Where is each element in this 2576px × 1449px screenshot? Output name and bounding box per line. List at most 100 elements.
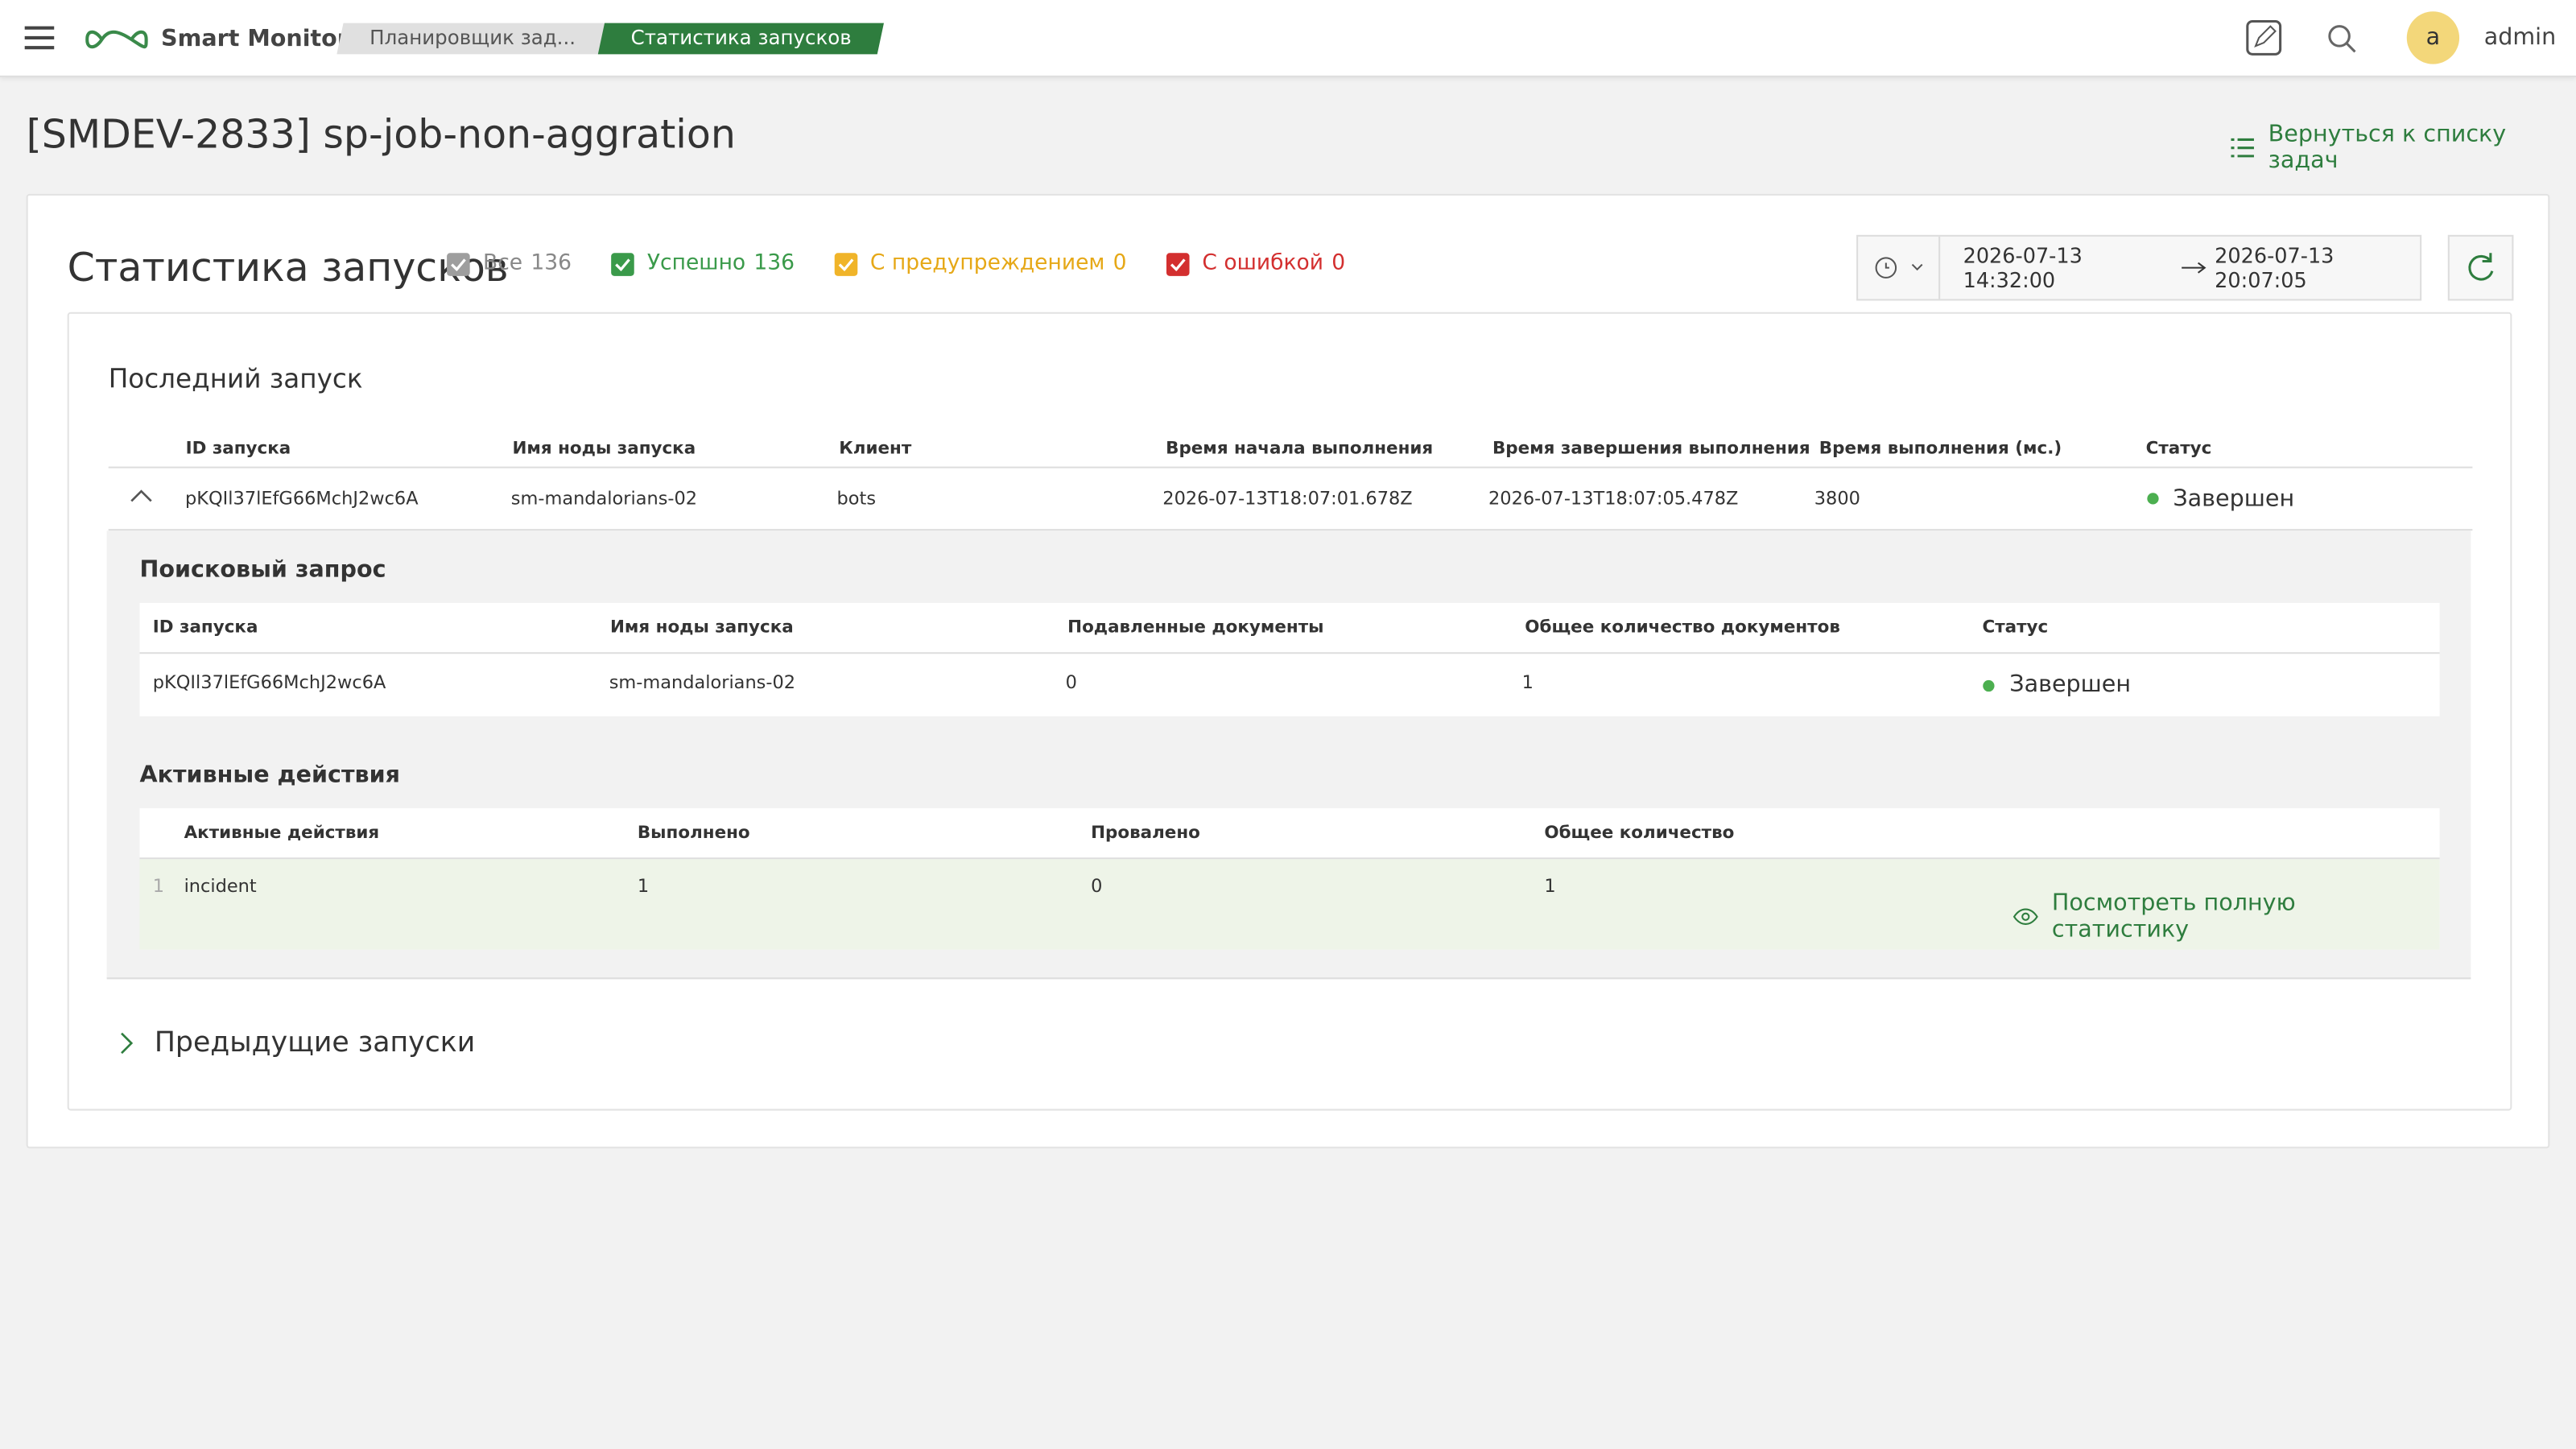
filter-label: Все xyxy=(482,251,523,276)
cell: sm-mandalorians-02 xyxy=(609,671,796,693)
eye-icon xyxy=(2013,908,2038,925)
table-header: Активные действия Выполнено Провалено Общее… xyxy=(139,808,2440,860)
table-header: ID запуска Имя ноды запуска Подавленные до… xyxy=(139,603,2440,654)
refresh-icon xyxy=(2468,253,2494,281)
stats-card: Статистика запусков Все 136 Успешно 136 С пр… xyxy=(26,193,2550,1149)
column-header: Статус xyxy=(2145,437,2212,458)
column-header: Имя ноды запуска xyxy=(609,617,794,638)
stats-title: Статистика запусков xyxy=(67,245,509,291)
back-link[interactable]: Вернуться к списку задач xyxy=(2231,122,2576,174)
column-header: Статус xyxy=(1982,617,2049,638)
arrow xyxy=(2181,262,2207,274)
checkbox xyxy=(610,252,634,275)
page-title: [SMDEV-2833] sp-job-non-aggration xyxy=(26,111,736,158)
filters: Все 136 Успешно 136 С предупреждением 0 С ошиб… xyxy=(447,251,1385,276)
status: Завершен xyxy=(2146,485,2295,512)
table-row: pKQIl37lEfG66MchJ2wc6A sm-mandalorians-02… xyxy=(139,654,2439,716)
app-name: Smart Monitor xyxy=(160,26,349,53)
column-header: Время завершения выполнения xyxy=(1492,437,1810,458)
cell: bots xyxy=(836,488,877,510)
cell: 2026-07-13T18:07:01.678Z xyxy=(1162,488,1413,510)
top-bar: Smart Monitor Планировщик зад... Статист… xyxy=(0,0,2576,77)
status-text: Завершен xyxy=(2173,485,2295,512)
search-query-table: ID запуска Имя ноды запуска Подавленные до… xyxy=(139,602,2440,716)
date-to: 2026-07-13 20:07:05 xyxy=(2215,243,2334,293)
filter[interactable]: Успешно 136 xyxy=(610,251,795,276)
cell: 0 xyxy=(1065,671,1077,693)
filter-label: С предупреждением xyxy=(869,251,1105,276)
cell: 1 xyxy=(1544,875,1556,898)
filter-count: 136 xyxy=(530,251,572,276)
date-from: 2026-07-13 14:32:00 xyxy=(1963,243,2083,293)
cell: pKQIl37lEfG66MchJ2wc6A xyxy=(152,671,386,693)
column-header: Общее количество xyxy=(1544,823,1735,843)
column-header: Провалено xyxy=(1091,823,1200,843)
status-dot xyxy=(1983,679,1995,691)
search-icon[interactable] xyxy=(2326,23,2359,56)
column-header: Активные действия xyxy=(184,823,380,843)
full-stats-link-text: Посмотреть полную статистику xyxy=(2051,890,2296,943)
status-text: Завершен xyxy=(2009,671,2132,699)
cell: Завершен xyxy=(1979,671,2440,699)
breadcrumb[interactable]: Статистика запусков xyxy=(597,23,885,55)
column-header: Время начала выполнения xyxy=(1166,437,1434,458)
user-name[interactable]: admin xyxy=(2483,24,2557,52)
cell: incident xyxy=(184,875,257,898)
list-icon xyxy=(2231,138,2254,158)
status: Завершен xyxy=(1983,671,2132,699)
chevron xyxy=(121,1032,134,1055)
row-index: 1 xyxy=(152,875,165,898)
column-header: Общее количество документов xyxy=(1525,617,1840,638)
table-row: pKQIl37lEfG66MchJ2wc6A sm-mandalorians-02… xyxy=(108,469,2473,531)
status-dot xyxy=(2146,493,2158,505)
breadcrumb-text: Статистика запусков xyxy=(630,26,852,50)
active-actions-table: Активные действия Выполнено Провалено Общее… xyxy=(139,808,2440,950)
chevron-up xyxy=(130,489,152,502)
column-header: Время выполнения (мс.) xyxy=(1818,437,2062,458)
table-row: 1 incident 1 0 1 xyxy=(139,859,2440,950)
section-title: Последний запуск xyxy=(108,363,363,394)
menu-icon[interactable] xyxy=(24,25,55,52)
collapse-toggle[interactable] xyxy=(109,488,185,510)
checkbox xyxy=(447,252,470,275)
cell: 2026-07-13T18:07:05.478Z xyxy=(1488,488,1739,510)
cell: sm-mandalorians-02 xyxy=(510,488,698,510)
breadcrumb[interactable]: Планировщик зад... xyxy=(336,23,609,55)
check xyxy=(614,258,630,270)
filter[interactable]: Все 136 xyxy=(447,251,572,276)
column-header: Имя ноды запуска xyxy=(512,437,696,458)
section-title: Активные действия xyxy=(139,762,400,789)
refresh-button[interactable] xyxy=(2447,234,2514,301)
logo xyxy=(85,30,148,49)
breadcrumb-text: Планировщик зад... xyxy=(369,26,576,50)
runs-panel: Последний запуск ID запуска Имя ноды запу… xyxy=(67,312,2512,1111)
clock-dropdown[interactable] xyxy=(1858,236,1941,299)
previous-runs[interactable]: Предыдущие запуски xyxy=(118,1026,476,1060)
previous-runs-title: Предыдущие запуски xyxy=(154,1026,476,1060)
column-header: Подавленные документы xyxy=(1067,617,1324,638)
section-title: Поисковый запрос xyxy=(139,556,386,584)
edit-icon[interactable] xyxy=(2246,19,2282,56)
full-stats-link[interactable]: Посмотреть полную статистику xyxy=(2013,890,2440,943)
avatar[interactable]: a xyxy=(2406,11,2460,64)
column-header: Выполнено xyxy=(637,823,750,843)
column-header: ID запуска xyxy=(152,617,258,638)
details: Поисковый запрос ID запуска Имя ноды запу… xyxy=(106,530,2471,980)
filter[interactable]: С предупреждением 0 xyxy=(834,251,1127,276)
filter[interactable]: С ошибкой 0 xyxy=(1166,251,1346,276)
check xyxy=(837,258,853,270)
check xyxy=(1170,258,1186,270)
cell: 3800 xyxy=(1814,488,1860,510)
filter-count: 0 xyxy=(1331,251,1346,276)
checkbox xyxy=(834,252,857,275)
date-range[interactable]: 2026-07-13 14:32:00 2026-07-13 20:07:05 xyxy=(1856,234,2422,301)
filter-count: 136 xyxy=(753,251,795,276)
cell: 1 xyxy=(637,875,650,898)
filter-label: С ошибкой xyxy=(1202,251,1323,276)
column-header: ID запуска xyxy=(185,437,291,458)
cell: 0 xyxy=(1091,875,1103,898)
filter-count: 0 xyxy=(1113,251,1127,276)
